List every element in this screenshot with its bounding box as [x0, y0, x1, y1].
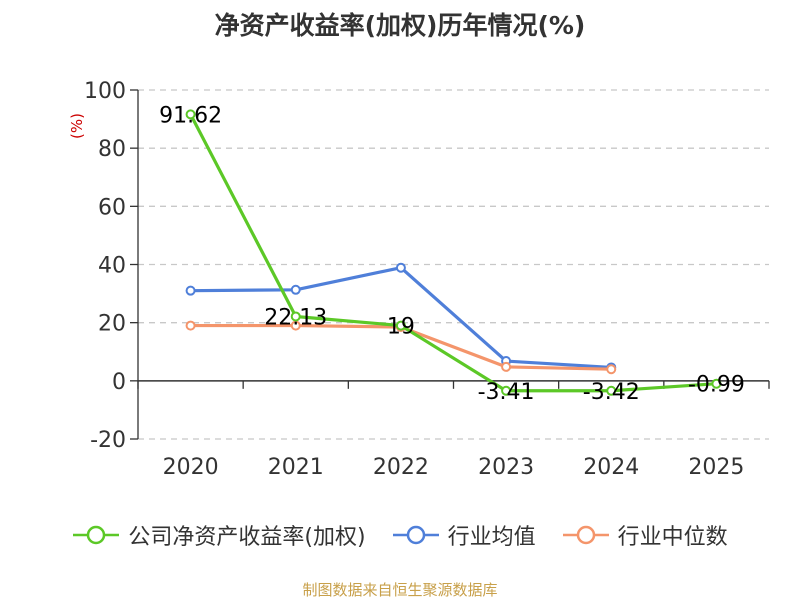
legend-circle [576, 525, 595, 545]
data-point [290, 284, 301, 295]
y-tick-label: 60 [98, 195, 126, 220]
legend: 公司净资产收益率(加权) 行业均值 行业中位数 [0, 519, 800, 551]
y-tick-label: 40 [98, 254, 126, 279]
y-axis-label: (%) [68, 113, 86, 139]
data-point [185, 285, 196, 296]
legend-label: 公司净资产收益率(加权) [128, 525, 366, 550]
data-point [395, 320, 406, 331]
series-lines [185, 109, 722, 396]
x-tick-label: 2021 [268, 455, 324, 480]
y-tick-label: 0 [112, 370, 126, 395]
data-point [185, 320, 196, 331]
legend-item[interactable]: 行业中位数 [562, 519, 728, 551]
data-point [606, 385, 617, 396]
x-tick-label: 2023 [478, 455, 534, 480]
x-tick-label: 2020 [163, 455, 219, 480]
y-tick-label: -20 [90, 428, 126, 453]
data-label: 22.13 [264, 305, 327, 330]
series-line [188, 112, 719, 393]
legend-item[interactable]: 行业均值 [392, 519, 536, 551]
data-label: -3.42 [583, 380, 640, 405]
chart-title: 净资产收益率(加权)历年情况(%) [214, 11, 586, 40]
x-tick-label: 2025 [688, 455, 744, 480]
data-labels: 91.62 22.13 19 -3.41 -3.42 -0.99 [159, 103, 745, 404]
source-note: 制图数据来自恒生聚源数据库 [302, 581, 498, 599]
y-tick-label: 80 [98, 137, 126, 162]
legend-label: 行业均值 [447, 525, 536, 550]
legend-circle [87, 525, 106, 545]
data-point [501, 385, 512, 396]
legend-marker-icon [73, 525, 120, 545]
legend-marker-icon [562, 525, 609, 545]
legend-circle [406, 525, 425, 545]
data-label: -3.41 [478, 380, 535, 405]
legend-item[interactable]: 公司净资产收益率(加权) [72, 519, 366, 551]
data-point [290, 311, 301, 322]
data-point [711, 378, 722, 389]
y-tick-label: 20 [98, 312, 126, 337]
data-point [606, 364, 617, 375]
y-tick-label: 100 [84, 79, 126, 104]
legend-marker-icon [392, 525, 439, 545]
data-point [501, 361, 512, 372]
data-label: 91.62 [159, 103, 222, 128]
data-point [290, 320, 301, 331]
x-tick-label: 2024 [583, 455, 639, 480]
axes: -20 0 20 40 60 80 100 2020 2021 2022 2023 2024 2025 [84, 79, 770, 480]
x-tick-label: 2022 [373, 455, 429, 480]
legend-label: 行业中位数 [617, 525, 728, 550]
data-point [395, 262, 406, 273]
data-label: -0.99 [688, 373, 745, 398]
data-label: 19 [387, 315, 415, 340]
data-point [185, 109, 196, 120]
